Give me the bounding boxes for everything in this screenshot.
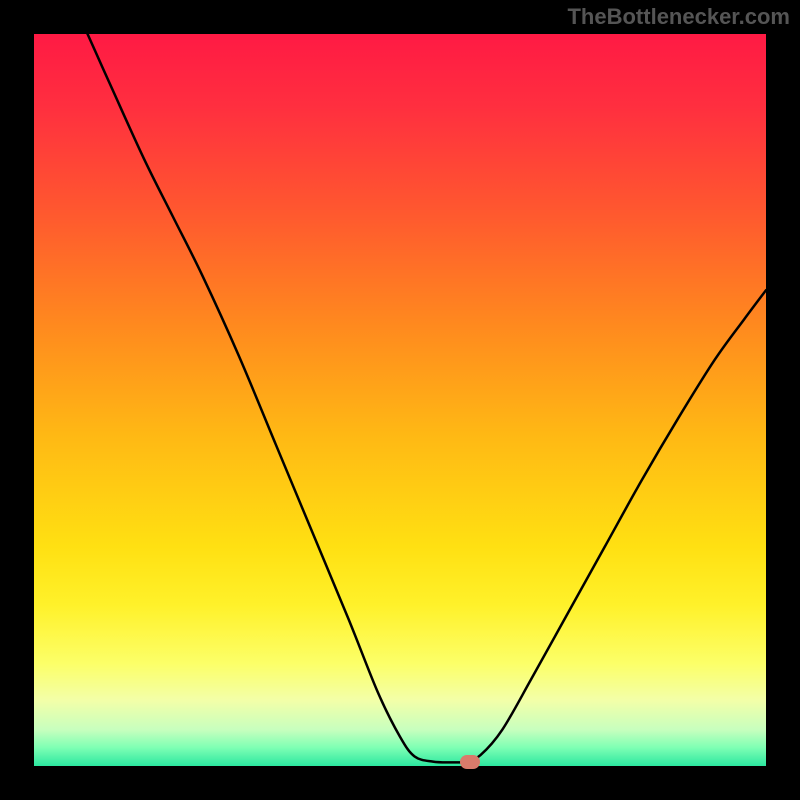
watermark-text: TheBottlenecker.com [567, 4, 790, 30]
optimal-point-marker [460, 755, 480, 769]
gradient-and-curve [34, 34, 766, 766]
plot-area [34, 34, 766, 766]
chart-container: TheBottlenecker.com [0, 0, 800, 800]
